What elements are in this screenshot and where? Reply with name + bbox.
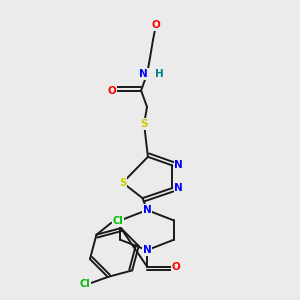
Text: O: O xyxy=(152,20,160,30)
Text: S: S xyxy=(140,119,148,129)
Text: Cl: Cl xyxy=(80,279,90,290)
Text: N: N xyxy=(175,183,183,193)
Text: N: N xyxy=(143,245,152,255)
Text: Cl: Cl xyxy=(112,216,123,226)
Text: O: O xyxy=(108,85,116,96)
Text: N: N xyxy=(139,69,148,79)
Text: S: S xyxy=(119,178,126,188)
Text: N: N xyxy=(175,160,183,170)
Text: N: N xyxy=(143,205,152,215)
Text: H: H xyxy=(154,69,163,79)
Text: O: O xyxy=(172,262,181,272)
